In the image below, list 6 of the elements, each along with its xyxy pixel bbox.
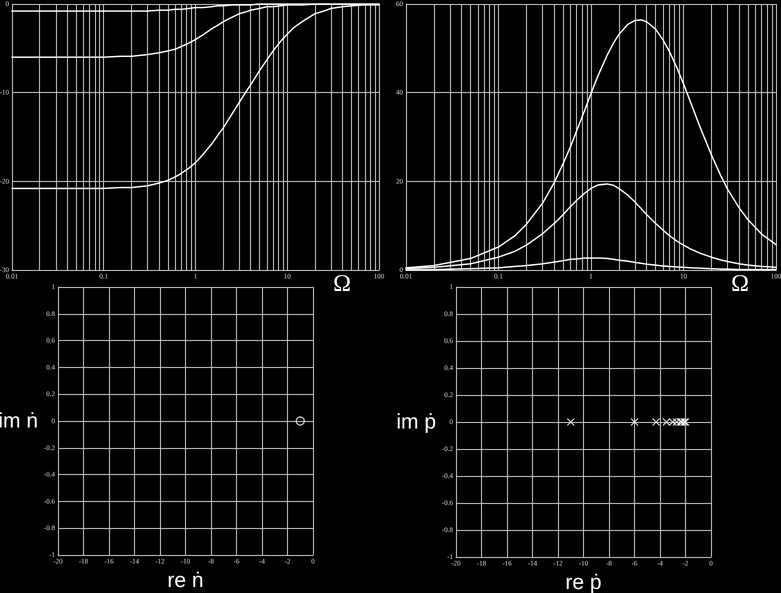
x-axis-title: re ṗ [565, 570, 602, 593]
x-axis-title: Ω [731, 271, 749, 297]
y-axis-title: im ṗ [396, 410, 436, 434]
x-axis-title: Ω [333, 271, 351, 297]
x-axis-title: re ṅ [167, 568, 204, 592]
y-axis-title: im ṅ [0, 410, 38, 432]
